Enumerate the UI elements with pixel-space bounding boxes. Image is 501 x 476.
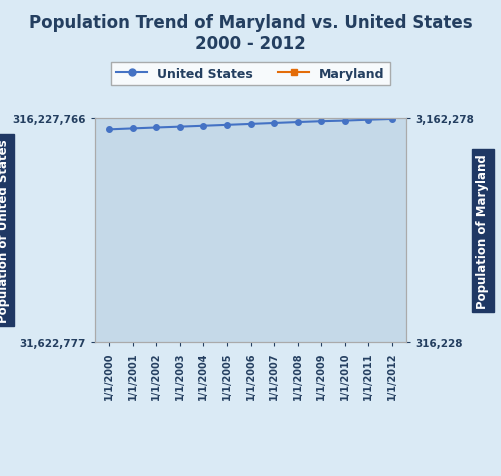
Y-axis label: Population of United States: Population of United States bbox=[0, 139, 10, 322]
Y-axis label: Population of Maryland: Population of Maryland bbox=[476, 154, 489, 308]
Legend: United States, Maryland: United States, Maryland bbox=[111, 63, 390, 86]
Text: Population Trend of Maryland vs. United States
2000 - 2012: Population Trend of Maryland vs. United … bbox=[29, 14, 472, 53]
